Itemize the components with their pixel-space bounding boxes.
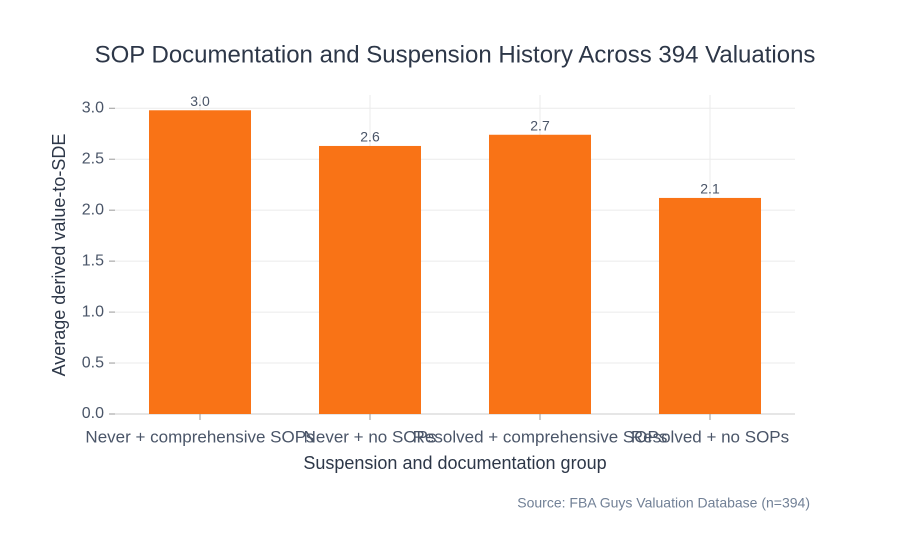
bar xyxy=(149,110,251,414)
y-tick-label: 1.0 xyxy=(82,303,104,320)
x-tick-label: Never + comprehensive SOPs xyxy=(85,427,314,446)
source-note: Source: FBA Guys Valuation Database (n=3… xyxy=(517,495,810,511)
x-tick-label: Resolved + comprehensive SOPs xyxy=(413,427,668,446)
value-label: 3.0 xyxy=(190,93,210,109)
x-tick-label: Resolved + no SOPs xyxy=(631,427,789,446)
x-axis-label: Suspension and documentation group xyxy=(303,453,606,473)
chart-title: SOP Documentation and Suspension History… xyxy=(95,41,816,68)
bar xyxy=(319,145,421,414)
y-tick-label: 0.0 xyxy=(82,405,104,422)
x-tick-label: Never + no SOPs xyxy=(304,427,437,446)
y-tick-label: 2.0 xyxy=(82,201,104,218)
y-tick-label: 3.0 xyxy=(82,99,104,116)
value-label: 2.1 xyxy=(700,181,720,197)
value-label: 2.7 xyxy=(530,117,550,133)
y-tick-label: 0.5 xyxy=(82,354,104,371)
bar xyxy=(659,197,761,414)
y-tick-label: 2.5 xyxy=(82,150,104,167)
value-label: 2.6 xyxy=(360,129,380,145)
y-axis-label: Average derived value-to-SDE xyxy=(49,134,69,377)
y-tick-label: 1.5 xyxy=(82,252,104,269)
bar xyxy=(489,134,591,414)
